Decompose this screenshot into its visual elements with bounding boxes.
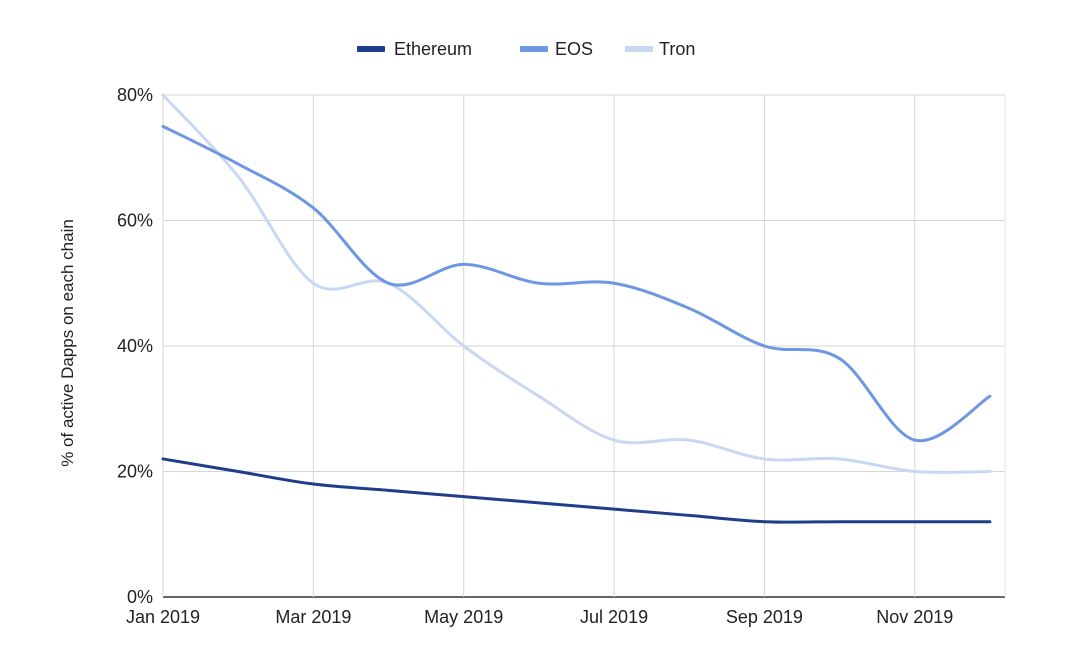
- legend-label-eos: EOS: [555, 39, 593, 59]
- x-tick-label: Jan 2019: [126, 607, 200, 627]
- axes: 0% 20% 40% 60% 80% Jan 2019 Mar 2019 May 2019 Ju…: [117, 85, 953, 627]
- x-tick-label: Mar 2019: [275, 607, 351, 627]
- legend-label-ethereum: Ethereum: [394, 39, 472, 59]
- grid: [162, 94, 1006, 598]
- x-tick-label: Nov 2019: [876, 607, 953, 627]
- y-tick-label: 80%: [117, 85, 153, 105]
- series-line-ethereum: [161, 457, 992, 524]
- legend-swatch-ethereum: [357, 46, 385, 52]
- series-line-eos: [161, 124, 992, 443]
- legend-label-tron: Tron: [659, 39, 695, 59]
- x-tick-label: Sep 2019: [726, 607, 803, 627]
- legend-swatch-eos: [520, 46, 548, 52]
- y-tick-label: 60%: [117, 211, 153, 231]
- y-tick-label: 40%: [117, 336, 153, 356]
- y-tick-label: 20%: [117, 462, 153, 482]
- series-lines: [161, 93, 992, 524]
- legend-swatch-tron: [625, 46, 653, 52]
- legend: Ethereum EOS Tron: [357, 39, 695, 59]
- y-axis-title: % of active Dapps on each chain: [58, 219, 77, 467]
- y-tick-label: 0%: [127, 587, 153, 607]
- x-tick-label: May 2019: [424, 607, 503, 627]
- x-tick-label: Jul 2019: [580, 607, 648, 627]
- series-line-tron: [161, 93, 992, 474]
